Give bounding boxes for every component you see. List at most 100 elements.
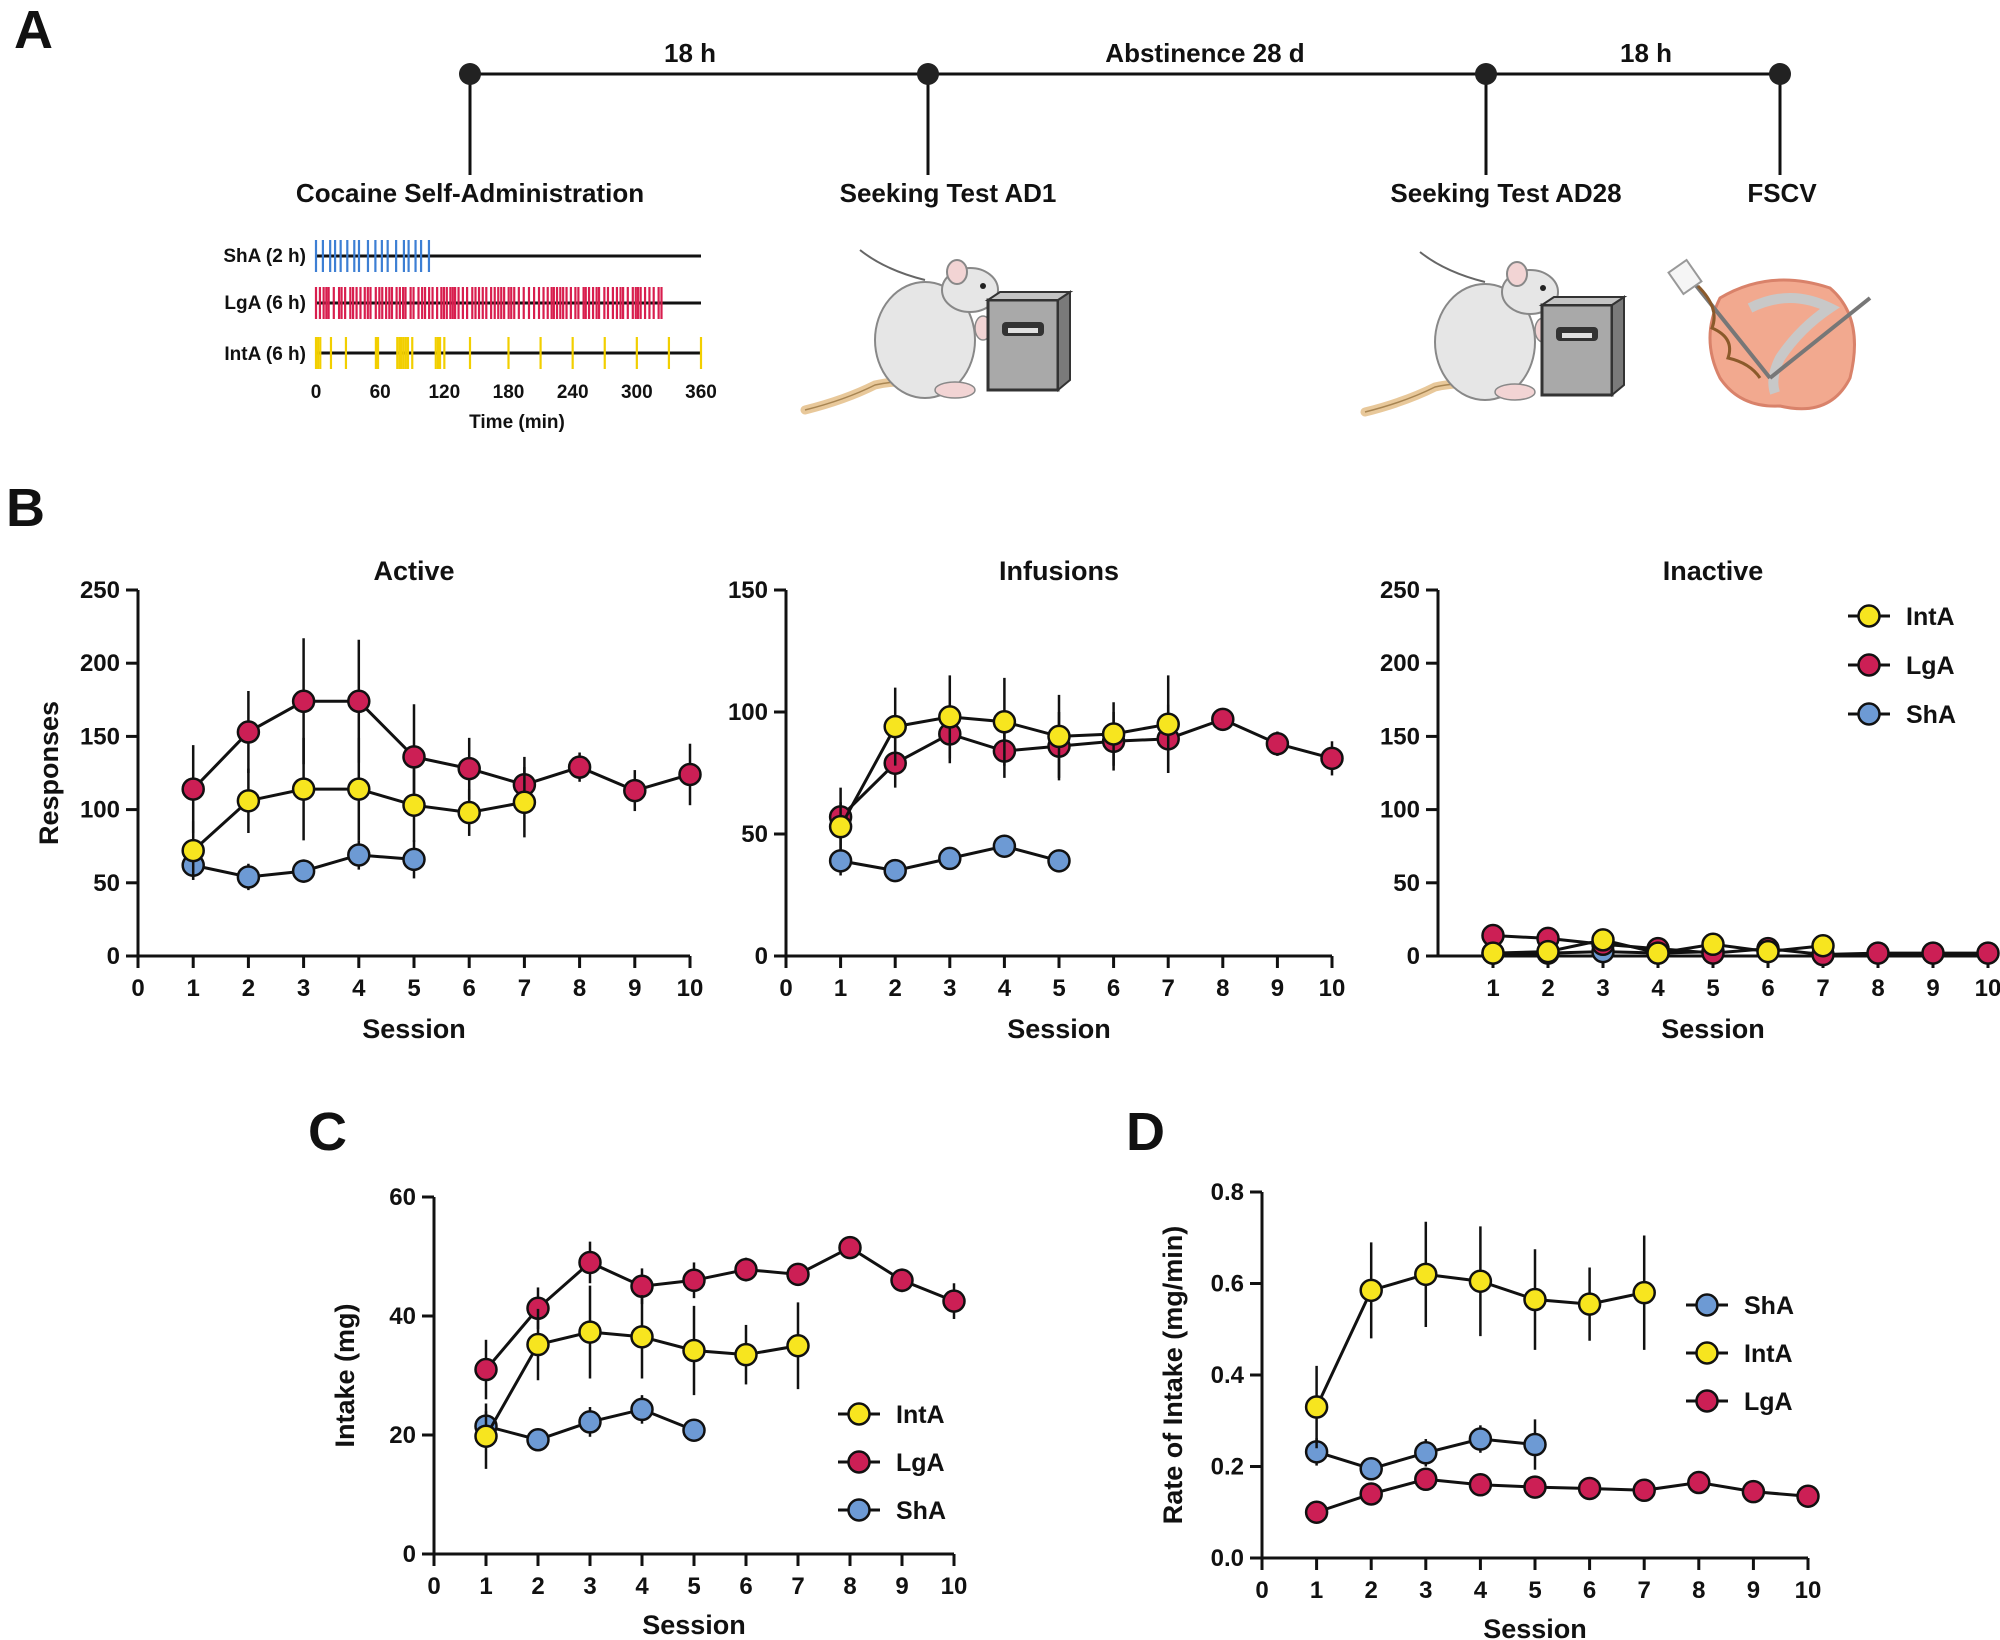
y-tick-label: 40 <box>389 1303 416 1330</box>
x-axis-label: Session <box>642 1610 746 1640</box>
y-tick-label: 150 <box>80 723 120 750</box>
x-tick-label: 1 <box>834 975 847 1002</box>
data-point <box>236 865 261 889</box>
data-point <box>526 1428 550 1452</box>
y-tick-label: 250 <box>80 577 120 604</box>
raster-tick-label: 300 <box>621 382 653 403</box>
data-point <box>1047 849 1071 873</box>
data-point <box>1414 1441 1438 1465</box>
x-tick-label: 0 <box>1255 1577 1268 1604</box>
legend-label: ShA <box>1744 1292 1794 1320</box>
data-point <box>1577 1476 1602 1501</box>
data-point <box>630 1274 654 1298</box>
data-point <box>578 1410 602 1434</box>
data-point <box>1304 1500 1329 1524</box>
data-point <box>578 1250 602 1275</box>
rat-icon <box>1360 251 1559 417</box>
data-point <box>1359 1278 1383 1303</box>
legend-label: IntA <box>1906 603 1955 631</box>
x-tick-label: 0 <box>131 975 144 1002</box>
chart-inactive: 0 50 100 150 200 250 1 2 3 4 5 6 7 8 9 10 Inactive Sessio… <box>1380 556 2000 1044</box>
x-tick-label: 7 <box>1162 975 1175 1002</box>
series-line <box>192 699 691 793</box>
x-tick-label: 8 <box>1692 1577 1705 1604</box>
x-tick-label: 6 <box>739 1573 752 1600</box>
data-point <box>457 800 481 825</box>
x-tick-label: 3 <box>583 1573 596 1600</box>
x-tick-label: 2 <box>531 1573 544 1600</box>
data-point <box>630 1397 654 1422</box>
data-point <box>1796 1484 1820 1508</box>
session-raster: ShA (2 h) LgA (6 h) IntA (6 h) 0 60 120 180… <box>223 240 717 433</box>
timeline-interval-label: Abstinence 28 d <box>1105 38 1304 68</box>
data-point <box>1481 941 1505 965</box>
legend: ShA IntA LgA <box>1686 1292 1794 1416</box>
data-point <box>181 777 205 801</box>
x-axis-label: Session <box>1007 1014 1111 1044</box>
data-point <box>786 1334 810 1358</box>
series-lga <box>1481 923 2000 967</box>
legend-marker <box>1857 604 1881 628</box>
x-tick-label: 4 <box>352 975 366 1002</box>
data-point <box>347 843 371 867</box>
y-axis-label: Rate of Intake (mg/min) <box>1158 1226 1188 1525</box>
x-tick-label: 6 <box>1583 1577 1596 1604</box>
series-line <box>839 717 1333 818</box>
data-point <box>578 1320 602 1344</box>
rat-icon <box>800 249 999 415</box>
raster-tick-label: 180 <box>493 382 525 403</box>
data-point <box>1211 707 1235 732</box>
timeline-event-label: FSCV <box>1747 178 1817 208</box>
legend: IntA LgA ShA <box>1848 603 1956 729</box>
data-point <box>938 705 962 729</box>
data-point <box>942 1289 966 1313</box>
data-point <box>1632 1280 1656 1305</box>
x-tick-label: 3 <box>297 975 310 1002</box>
x-tick-label: 1 <box>187 975 200 1002</box>
data-point <box>938 846 962 871</box>
x-tick-label: 9 <box>1926 975 1939 1002</box>
data-point <box>1701 932 1725 957</box>
x-axis-label: Session <box>1661 1014 1765 1044</box>
panel-letter-c: C <box>308 1102 347 1162</box>
legend-marker <box>847 1402 871 1426</box>
y-tick-label: 60 <box>389 1184 416 1211</box>
chart-active: 0 50 100 150 200 250 0 1 2 3 4 5 6 7 8 9 10 Active Session… <box>34 556 703 1044</box>
y-tick-label: 20 <box>389 1422 416 1449</box>
y-tick-label: 50 <box>741 821 768 848</box>
x-tick-label: 1 <box>1486 975 1499 1002</box>
y-tick-label: 0 <box>1407 943 1420 970</box>
raster-row-label: IntA (6 h) <box>224 344 306 365</box>
y-tick-label: 0 <box>755 943 768 970</box>
x-tick-label: 8 <box>843 1573 856 1600</box>
y-tick-label: 0.2 <box>1211 1454 1244 1481</box>
x-tick-label: 7 <box>791 1573 804 1600</box>
chart-infusions: 0 50 100 150 0 1 2 3 4 5 6 7 8 9 10 Infusions Session <box>728 556 1345 1044</box>
data-point <box>734 1342 758 1367</box>
x-tick-label: 10 <box>941 1573 968 1600</box>
chart-title: Infusions <box>999 556 1119 586</box>
data-point <box>1304 1395 1329 1419</box>
data-point <box>512 790 537 815</box>
y-tick-label: 0.4 <box>1211 1362 1245 1389</box>
data-point <box>682 1338 706 1363</box>
legend-marker <box>847 1498 871 1522</box>
series-inta <box>181 737 537 880</box>
legend-marker <box>1695 1389 1719 1413</box>
lever-box-icon <box>1538 295 1628 398</box>
data-point <box>883 858 907 883</box>
data-point <box>1866 941 1890 965</box>
data-point <box>1591 928 1615 952</box>
y-tick-label: 250 <box>1380 577 1420 604</box>
legend-label: IntA <box>1744 1340 1793 1368</box>
raster-tick-label: 60 <box>370 382 391 403</box>
data-point <box>1536 939 1560 964</box>
data-point <box>682 1268 706 1293</box>
data-point <box>1101 722 1126 746</box>
series-sha <box>1304 1419 1547 1481</box>
lever-box-icon <box>984 290 1074 393</box>
legend-label: LgA <box>896 1449 945 1477</box>
data-point <box>1811 934 1835 958</box>
data-point <box>1265 731 1290 756</box>
timeline-event-label: Cocaine Self-Administration <box>296 178 644 208</box>
